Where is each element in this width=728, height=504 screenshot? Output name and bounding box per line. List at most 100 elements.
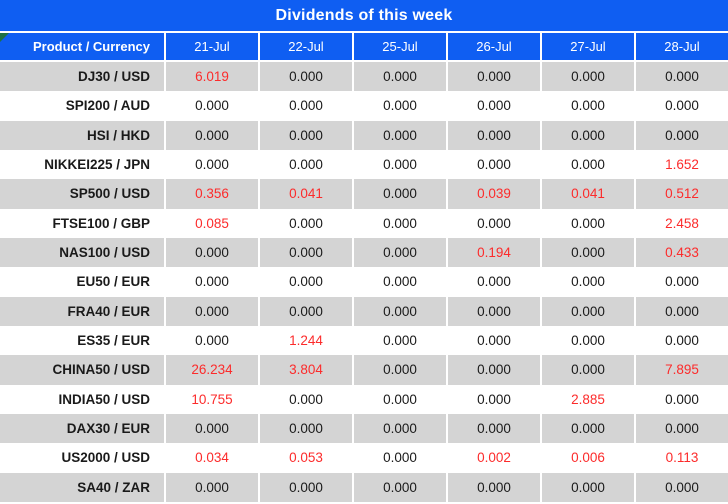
value-cell[interactable]: 0.000 <box>354 62 448 92</box>
value-cell[interactable]: 0.000 <box>354 384 448 414</box>
product-cell[interactable]: SPI200 / AUD <box>0 91 166 121</box>
column-header-date[interactable]: 22-Jul <box>260 33 354 60</box>
value-cell[interactable]: 0.000 <box>542 472 636 502</box>
product-cell[interactable]: NIKKEI225 / JPN <box>0 149 166 180</box>
value-cell[interactable]: 0.000 <box>636 413 728 444</box>
value-cell[interactable]: 3.804 <box>260 355 354 385</box>
value-cell[interactable]: 0.000 <box>448 91 542 121</box>
value-cell[interactable]: 0.039 <box>448 179 542 209</box>
value-cell[interactable]: 0.000 <box>542 267 636 297</box>
value-cell[interactable]: 0.000 <box>636 325 728 356</box>
value-cell[interactable]: 1.244 <box>260 325 354 356</box>
value-cell[interactable]: 0.000 <box>636 384 728 414</box>
value-cell[interactable]: 0.000 <box>636 267 728 297</box>
value-cell[interactable]: 0.034 <box>166 443 260 473</box>
value-cell[interactable]: 6.019 <box>166 62 260 92</box>
value-cell[interactable]: 0.000 <box>542 91 636 121</box>
value-cell[interactable]: 0.085 <box>166 208 260 238</box>
value-cell[interactable]: 0.000 <box>636 62 728 92</box>
value-cell[interactable]: 0.000 <box>448 208 542 238</box>
value-cell[interactable]: 0.006 <box>542 443 636 473</box>
value-cell[interactable]: 0.000 <box>636 120 728 150</box>
column-header-date[interactable]: 28-Jul <box>636 33 728 60</box>
value-cell[interactable]: 0.000 <box>354 91 448 121</box>
value-cell[interactable]: 0.000 <box>260 472 354 502</box>
value-cell[interactable]: 2.885 <box>542 384 636 414</box>
value-cell[interactable]: 0.000 <box>448 355 542 385</box>
value-cell[interactable]: 0.000 <box>166 91 260 121</box>
value-cell[interactable]: 0.000 <box>166 472 260 502</box>
product-cell[interactable]: CHINA50 / USD <box>0 355 166 385</box>
value-cell[interactable]: 0.000 <box>260 237 354 268</box>
value-cell[interactable]: 0.000 <box>166 296 260 326</box>
product-cell[interactable]: ES35 / EUR <box>0 325 166 356</box>
product-cell[interactable]: NAS100 / USD <box>0 237 166 268</box>
value-cell[interactable]: 0.000 <box>260 267 354 297</box>
product-cell[interactable]: US2000 / USD <box>0 443 166 473</box>
product-cell[interactable]: DJ30 / USD <box>0 62 166 92</box>
value-cell[interactable]: 0.356 <box>166 179 260 209</box>
value-cell[interactable]: 0.000 <box>542 120 636 150</box>
value-cell[interactable]: 0.113 <box>636 443 728 473</box>
value-cell[interactable]: 0.000 <box>542 296 636 326</box>
value-cell[interactable]: 0.433 <box>636 237 728 268</box>
value-cell[interactable]: 0.000 <box>542 355 636 385</box>
product-cell[interactable]: HSI / HKD <box>0 120 166 150</box>
column-header-product[interactable]: Product / Currency <box>0 33 166 60</box>
column-header-date[interactable]: 27-Jul <box>542 33 636 60</box>
column-header-date[interactable]: 25-Jul <box>354 33 448 60</box>
value-cell[interactable]: 0.000 <box>354 443 448 473</box>
value-cell[interactable]: 0.000 <box>542 325 636 356</box>
value-cell[interactable]: 0.000 <box>448 384 542 414</box>
value-cell[interactable]: 0.000 <box>354 179 448 209</box>
value-cell[interactable]: 0.000 <box>354 296 448 326</box>
product-cell[interactable]: DAX30 / EUR <box>0 413 166 444</box>
value-cell[interactable]: 0.000 <box>354 355 448 385</box>
value-cell[interactable]: 7.895 <box>636 355 728 385</box>
product-cell[interactable]: SA40 / ZAR <box>0 472 166 502</box>
value-cell[interactable]: 0.000 <box>260 208 354 238</box>
value-cell[interactable]: 0.000 <box>542 208 636 238</box>
value-cell[interactable]: 0.000 <box>542 62 636 92</box>
value-cell[interactable]: 0.000 <box>260 149 354 180</box>
value-cell[interactable]: 0.000 <box>260 120 354 150</box>
value-cell[interactable]: 0.000 <box>354 325 448 356</box>
value-cell[interactable]: 10.755 <box>166 384 260 414</box>
value-cell[interactable]: 1.652 <box>636 149 728 180</box>
value-cell[interactable]: 0.000 <box>166 237 260 268</box>
value-cell[interactable]: 0.000 <box>166 120 260 150</box>
product-cell[interactable]: FTSE100 / GBP <box>0 208 166 238</box>
value-cell[interactable]: 0.000 <box>448 325 542 356</box>
value-cell[interactable]: 0.000 <box>448 472 542 502</box>
value-cell[interactable]: 0.000 <box>636 296 728 326</box>
value-cell[interactable]: 0.000 <box>448 413 542 444</box>
value-cell[interactable]: 0.512 <box>636 179 728 209</box>
value-cell[interactable]: 0.041 <box>260 179 354 209</box>
value-cell[interactable]: 0.000 <box>354 237 448 268</box>
value-cell[interactable]: 0.000 <box>166 325 260 356</box>
value-cell[interactable]: 0.000 <box>166 149 260 180</box>
value-cell[interactable]: 0.000 <box>354 149 448 180</box>
column-header-date[interactable]: 21-Jul <box>166 33 260 60</box>
value-cell[interactable]: 0.000 <box>260 296 354 326</box>
value-cell[interactable]: 0.000 <box>636 91 728 121</box>
value-cell[interactable]: 0.000 <box>542 149 636 180</box>
value-cell[interactable]: 0.000 <box>354 472 448 502</box>
value-cell[interactable]: 0.000 <box>448 120 542 150</box>
value-cell[interactable]: 0.000 <box>542 237 636 268</box>
value-cell[interactable]: 0.000 <box>166 413 260 444</box>
product-cell[interactable]: INDIA50 / USD <box>0 384 166 414</box>
value-cell[interactable]: 0.000 <box>260 413 354 444</box>
value-cell[interactable]: 26.234 <box>166 355 260 385</box>
value-cell[interactable]: 0.000 <box>636 472 728 502</box>
value-cell[interactable]: 0.000 <box>166 267 260 297</box>
value-cell[interactable]: 0.000 <box>260 384 354 414</box>
value-cell[interactable]: 0.000 <box>354 413 448 444</box>
column-header-date[interactable]: 26-Jul <box>448 33 542 60</box>
value-cell[interactable]: 0.194 <box>448 237 542 268</box>
value-cell[interactable]: 0.000 <box>448 296 542 326</box>
product-cell[interactable]: FRA40 / EUR <box>0 296 166 326</box>
value-cell[interactable]: 0.002 <box>448 443 542 473</box>
product-cell[interactable]: SP500 / USD <box>0 179 166 209</box>
value-cell[interactable]: 2.458 <box>636 208 728 238</box>
